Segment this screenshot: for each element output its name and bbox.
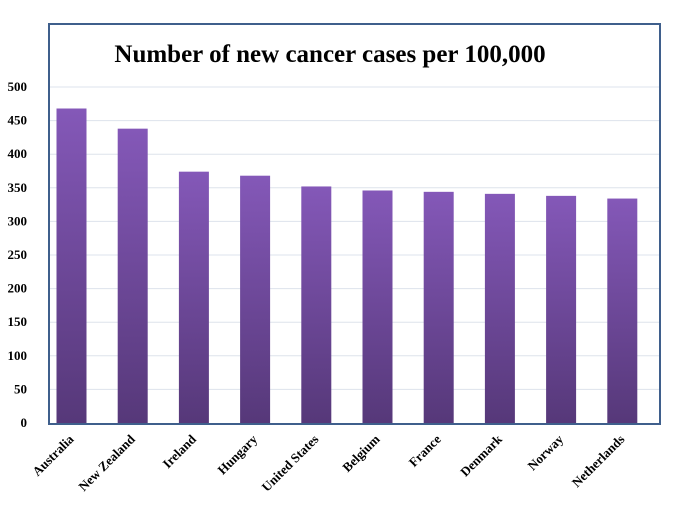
bars: [56, 108, 638, 423]
bar-france: [423, 191, 454, 423]
bar-belgium: [362, 190, 393, 423]
y-tick-label: 400: [8, 146, 28, 161]
x-tick-label: France: [406, 431, 444, 469]
y-tick-label: 0: [21, 415, 28, 430]
y-tick-label: 250: [8, 247, 28, 262]
bar-netherlands: [607, 198, 638, 423]
y-tick-label: 500: [8, 79, 28, 94]
bar-ireland: [178, 171, 209, 423]
x-tick-label: New Zealand: [75, 431, 138, 494]
x-tick-label: Belgium: [339, 431, 382, 474]
bar-norway: [546, 195, 577, 423]
y-axis-ticks: 0 50 100 150 200 250 300 350 400 450 500: [8, 79, 28, 430]
chart-title: Number of new cancer cases per 100,000: [114, 41, 545, 68]
x-tick-label: Australia: [29, 431, 77, 479]
y-tick-label: 450: [8, 113, 28, 128]
x-tick-label: Ireland: [159, 431, 199, 471]
x-tick-label: Norway: [524, 431, 566, 473]
bar-new-zealand: [117, 128, 148, 423]
x-tick-label: Netherlands: [569, 432, 628, 491]
y-tick-label: 150: [8, 314, 28, 329]
y-tick-label: 100: [8, 348, 28, 363]
bar-australia: [56, 108, 87, 423]
bar-united-states: [301, 186, 332, 423]
y-tick-label: 300: [8, 213, 28, 228]
bar-hungary: [240, 175, 271, 423]
y-tick-label: 350: [8, 180, 28, 195]
y-tick-label: 200: [8, 281, 28, 296]
y-tick-label: 50: [14, 381, 27, 396]
x-tick-label: United States: [258, 432, 321, 495]
x-tick-label: Denmark: [457, 431, 505, 479]
x-tick-label: Hungary: [214, 431, 260, 477]
bar-denmark: [484, 193, 515, 423]
